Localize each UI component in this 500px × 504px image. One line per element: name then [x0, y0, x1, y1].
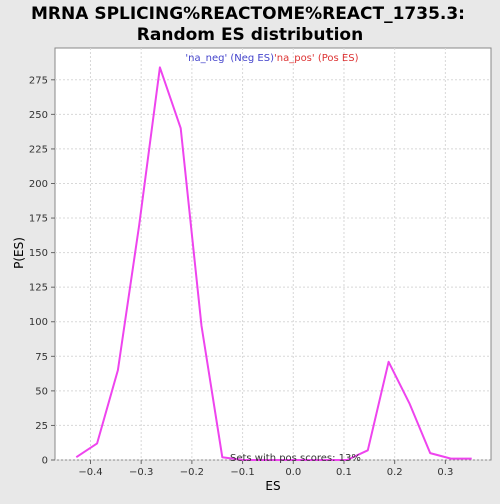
- y-axis-ticks: 0 25 50 75 100 125 150 175 200 225 250 275: [29, 75, 55, 467]
- y-tick-label: 200: [29, 179, 48, 190]
- plot-area: [54, 47, 492, 461]
- y-tick-label: 250: [29, 110, 48, 121]
- y-tick-label: 25: [35, 421, 48, 432]
- y-tick-label: 150: [29, 248, 48, 259]
- x-axis-ticks: −0.4 −0.3 −0.2 −0.1 0.0 0.1 0.2 0.3: [78, 460, 453, 478]
- x-tick-label: 0.3: [437, 467, 453, 478]
- x-tick-label: −0.4: [78, 467, 102, 478]
- y-tick-label: 0: [42, 456, 48, 467]
- x-tick-label: −0.3: [129, 467, 153, 478]
- chart-title-line-2: Random ES distribution: [137, 25, 363, 45]
- series-line-0: [75, 66, 472, 461]
- y-tick-label: 175: [29, 214, 48, 225]
- legend-entry-neg: 'na_neg' (Neg ES): [185, 53, 274, 64]
- y-tick-label: 225: [29, 144, 48, 155]
- legend: 'na_neg' (Neg ES) 'na_pos' (Pos ES): [185, 53, 358, 64]
- y-tick-label: 100: [29, 317, 48, 328]
- y-tick-label: 125: [29, 283, 48, 294]
- x-tick-label: −0.1: [230, 467, 254, 478]
- y-axis-label: P(ES): [12, 237, 26, 269]
- y-tick-label: 275: [29, 75, 48, 86]
- pos-scores-annotation: Sets with pos scores: 13%: [230, 453, 361, 464]
- x-tick-label: 0.1: [336, 467, 352, 478]
- x-tick-label: 0.2: [387, 467, 403, 478]
- x-tick-label: 0.0: [285, 467, 301, 478]
- x-axis-label: ES: [265, 479, 280, 493]
- x-tick-label: −0.2: [180, 467, 204, 478]
- chart-title-line-1: MRNA SPLICING%REACTOME%REACT_1735.3:: [31, 4, 465, 24]
- grid: [55, 48, 491, 461]
- series-layer: [75, 66, 472, 461]
- y-tick-label: 75: [35, 352, 48, 363]
- legend-entry-pos: 'na_pos' (Pos ES): [274, 53, 359, 64]
- y-tick-label: 50: [35, 386, 48, 397]
